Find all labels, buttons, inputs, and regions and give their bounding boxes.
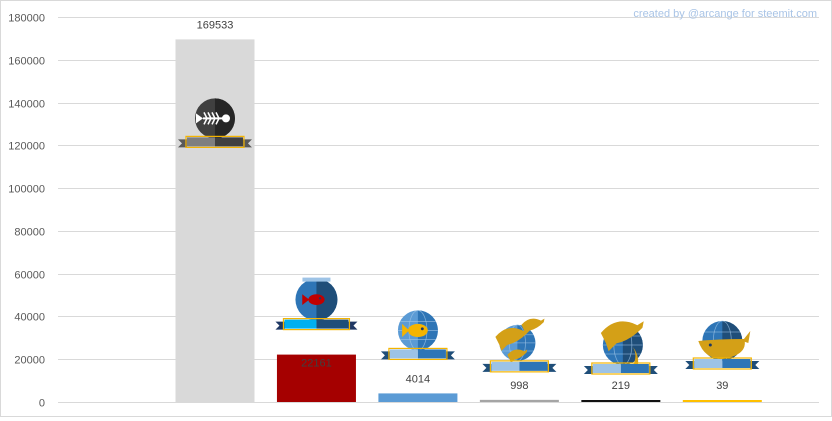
- bar: [479, 399, 559, 402]
- y-tick-label: 60000: [14, 270, 45, 282]
- data-label: 39: [716, 380, 728, 392]
- dolphin-badge-icon: [482, 318, 557, 373]
- data-label: 219: [612, 380, 630, 392]
- y-tick-label: 0: [39, 398, 45, 410]
- y-tick-label: 20000: [14, 355, 45, 367]
- y-tick-label: 100000: [8, 184, 45, 196]
- bar: [276, 354, 356, 402]
- bar: [581, 400, 661, 402]
- data-label: 22161: [301, 358, 332, 370]
- y-tick-label: 180000: [8, 13, 45, 25]
- y-tick-label: 80000: [14, 227, 45, 239]
- bar: [175, 39, 255, 402]
- data-label: 4014: [406, 373, 430, 385]
- fishbowl-badge-icon: [275, 277, 358, 331]
- bar: [378, 393, 458, 402]
- y-tick-label: 160000: [8, 56, 45, 68]
- data-label: 998: [510, 380, 528, 392]
- y-tick-label: 140000: [8, 99, 45, 111]
- fish-skeleton-badge-icon: [177, 98, 252, 148]
- bar: [682, 400, 762, 402]
- data-label: 169533: [197, 19, 234, 31]
- credit-text: created by @arcange for steemit.com: [633, 8, 817, 20]
- y-tick-label: 40000: [14, 312, 45, 324]
- fish-badge-icon: [380, 310, 455, 361]
- orca-badge-icon: [583, 321, 658, 375]
- y-tick-label: 120000: [8, 141, 45, 153]
- whale-badge-icon: [685, 320, 760, 370]
